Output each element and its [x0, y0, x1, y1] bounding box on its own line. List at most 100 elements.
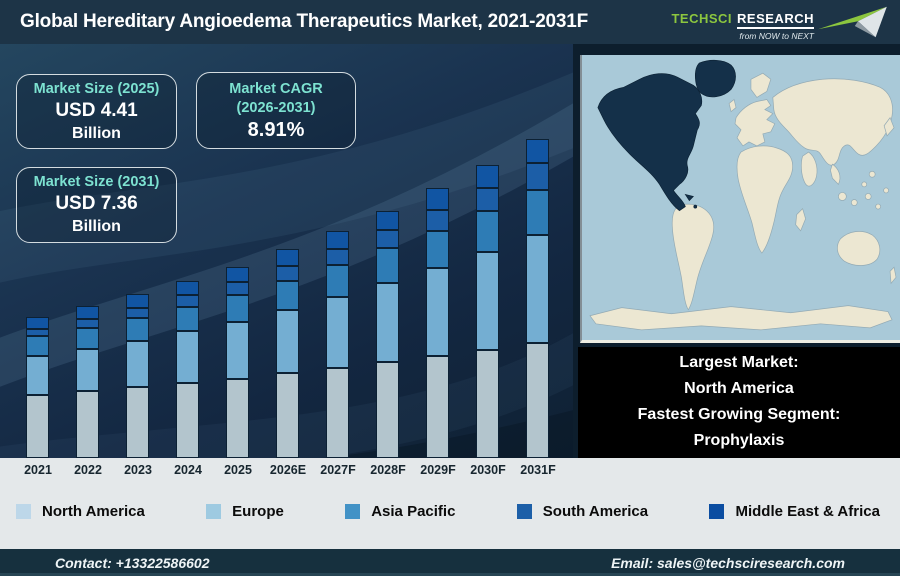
bar-segment-europe: [326, 297, 349, 368]
legend-item-middle-east-africa: Middle East & Africa: [709, 503, 880, 520]
bar-column-2027f: [326, 230, 349, 458]
stat-box-market-size-2025: Market Size (2025) USD 4.41 Billion: [16, 74, 177, 149]
bar-segment-europe: [76, 349, 99, 392]
bar-segment-south-america: [276, 266, 299, 281]
bar-column-2030f: [476, 164, 499, 458]
bar-segment-south-america: [326, 248, 349, 266]
bar-segment-south-america: [526, 163, 549, 190]
bar-segment-middle-east-africa: [126, 294, 149, 308]
x-axis-label-2027f: 2027F: [320, 462, 356, 477]
world-map-svg: [582, 55, 900, 340]
stat-value: 8.91%: [247, 118, 305, 141]
x-axis-label-2030f: 2030F: [470, 462, 506, 477]
bar-segment-south-america: [426, 209, 449, 231]
bar-segment-north-america: [426, 356, 449, 458]
x-axis-label-2029f: 2029F: [420, 462, 456, 477]
legend-swatch-north-america: [16, 504, 31, 519]
bar-segment-north-america: [26, 394, 49, 458]
bar-segment-middle-east-africa: [226, 266, 249, 283]
legend-swatch-middle-east-africa: [709, 504, 725, 519]
callout-line: North America: [684, 380, 794, 397]
stat-label: Market CAGR: [229, 80, 323, 97]
callout-line: Fastest Growing Segment:: [637, 406, 841, 423]
bar-segment-north-america: [176, 382, 199, 458]
bar-segment-north-america: [376, 362, 399, 458]
legend-item-south-america: South America: [516, 503, 649, 520]
bar-segment-asia-pacific: [276, 280, 299, 310]
techsci-logo: TechSci Research from NOW to NEXT: [671, 1, 890, 43]
legend-item-north-america: North America: [16, 503, 145, 520]
logo-arrow-icon: [818, 6, 887, 38]
page-title: Global Hereditary Angioedema Therapeutic…: [20, 11, 589, 32]
bar-segment-asia-pacific: [476, 211, 499, 253]
stat-box-market-size-2031: Market Size (2031) USD 7.36 Billion: [16, 167, 177, 243]
bar-segment-asia-pacific: [226, 294, 249, 322]
stat-unit: Billion: [72, 124, 121, 142]
legend-label: Middle East & Africa: [735, 503, 880, 520]
bar-segment-asia-pacific: [426, 230, 449, 269]
logo-brand-primary: TechSci: [671, 11, 733, 26]
bar-segment-north-america: [326, 367, 349, 458]
legend-label: North America: [42, 503, 145, 520]
bar-segment-middle-east-africa: [376, 210, 399, 230]
bar-segment-europe: [526, 234, 549, 343]
stat-label: Market Size (2025): [33, 80, 160, 97]
stat-value: USD 7.36: [55, 193, 138, 214]
bar-segment-south-america: [26, 328, 49, 337]
footer-bar: Contact: +13322586602 Email: sales@techs…: [0, 549, 900, 576]
bar-segment-middle-east-africa: [526, 138, 549, 164]
legend-label: Europe: [232, 503, 284, 520]
stat-unit: Billion: [72, 218, 121, 235]
map-region-north-america: [597, 59, 736, 212]
bar-segment-south-america: [376, 229, 399, 249]
bar-segment-asia-pacific: [326, 265, 349, 298]
bar-segment-asia-pacific: [526, 189, 549, 235]
callout-line: Largest Market:: [679, 354, 799, 371]
bar-segment-south-america: [176, 295, 199, 307]
bar-segment-north-america: [226, 378, 249, 458]
x-axis-label-2022: 2022: [74, 462, 102, 477]
legend-label: Asia Pacific: [371, 503, 456, 520]
logo-tagline: from NOW to NEXT: [739, 31, 814, 41]
bar-segment-middle-east-africa: [426, 188, 449, 210]
bar-column-2024: [176, 281, 199, 458]
logo-brand-secondary: Research: [737, 11, 814, 29]
footer-email: Email: sales@techsciresearch.com: [611, 554, 845, 571]
bar-segment-asia-pacific: [76, 327, 99, 350]
bar-column-2022: [76, 306, 99, 458]
legend-item-europe: Europe: [206, 503, 284, 520]
chart-legend: North America Europe Asia Pacific South Ame…: [0, 503, 900, 520]
bar-segment-europe: [226, 321, 249, 379]
bar-segment-middle-east-africa: [476, 164, 499, 188]
bar-segment-middle-east-africa: [76, 306, 99, 320]
bar-column-2029f: [426, 188, 449, 458]
bar-segment-middle-east-africa: [326, 230, 349, 249]
x-axis-label-2025: 2025: [224, 462, 252, 477]
legend-label: South America: [542, 503, 649, 520]
legend-swatch-south-america: [516, 504, 532, 519]
callout-line: Prophylaxis: [693, 432, 785, 449]
stat-box-market-cagr: Market CAGR (2026-2031) 8.91%: [196, 72, 356, 149]
bar-segment-south-america: [76, 319, 99, 328]
stat-value: USD 4.41: [55, 99, 138, 121]
bar-column-2026e: [276, 249, 299, 458]
bar-segment-south-america: [476, 187, 499, 212]
bar-column-2021: [26, 316, 49, 458]
bar-segment-asia-pacific: [376, 248, 399, 284]
bar-segment-north-america: [526, 343, 549, 458]
bar-column-2023: [126, 294, 149, 458]
bar-column-2031f: [526, 138, 549, 458]
x-axis-label-2026e: 2026E: [269, 462, 307, 477]
largest-market-callout: Largest Market: North America Fastest Gr…: [578, 347, 900, 458]
legend-item-asia-pacific: Asia Pacific: [345, 503, 455, 520]
x-axis-label-2023: 2023: [124, 462, 152, 477]
bar-column-2025: [226, 266, 249, 458]
bars: [26, 138, 549, 458]
bar-segment-north-america: [276, 373, 299, 458]
x-axis-label-2021: 2021: [24, 462, 52, 477]
bar-segment-europe: [426, 268, 449, 356]
bar-segment-south-america: [126, 307, 149, 318]
x-axis-label-2031f: 2031F: [520, 462, 556, 477]
bar-segment-north-america: [76, 391, 99, 458]
